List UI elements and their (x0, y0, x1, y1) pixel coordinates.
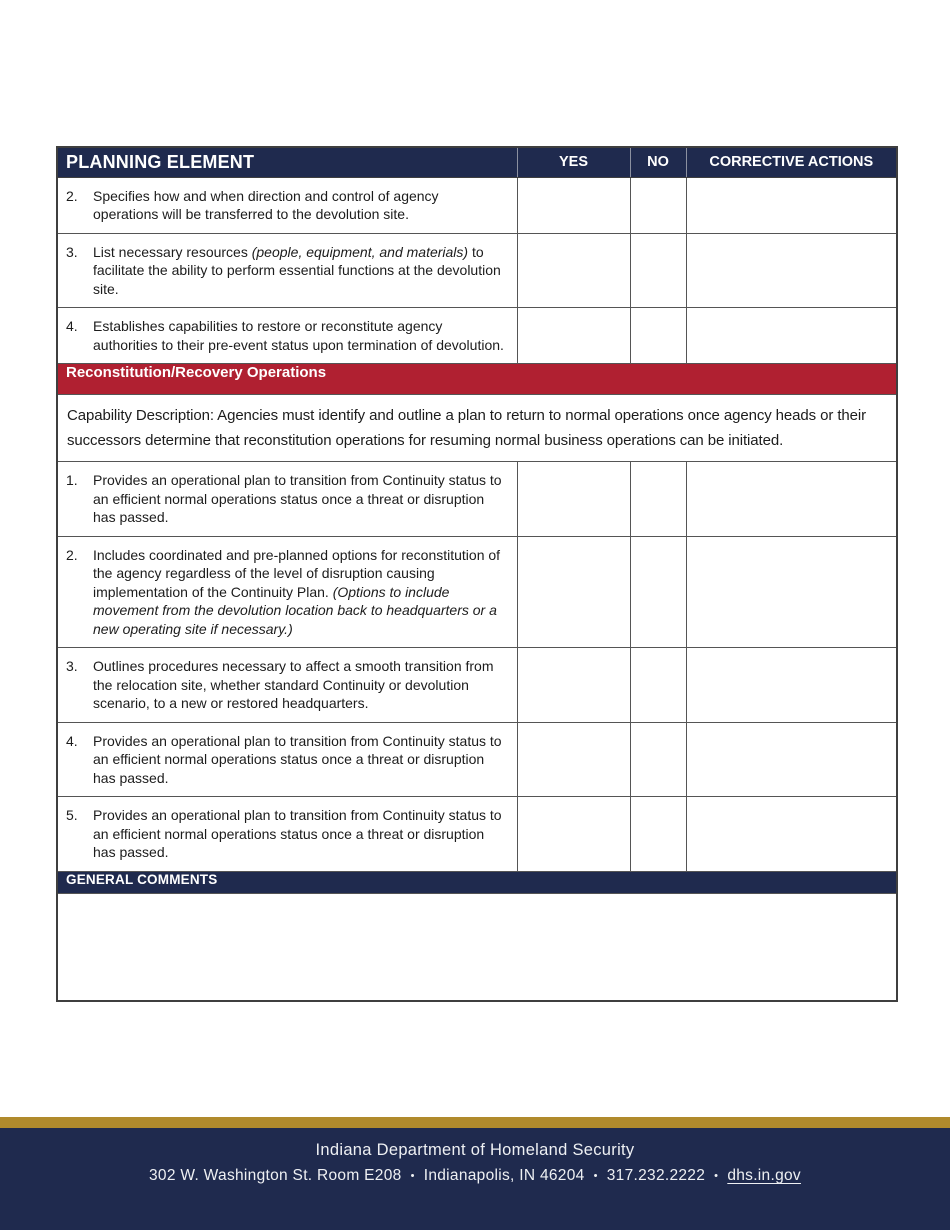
footer-contact-line: 302 W. Washington St. Room E208 • Indianap… (0, 1167, 950, 1185)
item-text-segment: to facilitate the ability to perform ess… (93, 243, 501, 297)
item-number: 3. (66, 658, 78, 674)
item-text-segment: Establishes capabilities to restore or r… (93, 318, 504, 353)
no-cell (629, 307, 687, 364)
corrective-actions-cell (685, 461, 898, 537)
yes-cell (516, 232, 631, 308)
corrective-actions-cell (685, 176, 898, 234)
item-number: 4. (66, 732, 78, 749)
checklist-item-row: 4. Establishes capabilities to restore or… (56, 307, 898, 364)
yes-cell (516, 647, 631, 723)
page-footer: Indiana Department of Homeland Security … (0, 1117, 950, 1230)
comments-header-row: GENERAL COMMENTS (56, 870, 898, 894)
item-number: 1. (66, 472, 78, 488)
item-text: Includes coordinated and pre-planned opt… (93, 546, 509, 639)
item-text: List necessary resources (people, equipm… (93, 243, 509, 299)
planning-element-cell: 1. Provides an operational plan to transi… (56, 461, 518, 537)
yes-cell (516, 307, 631, 364)
checklist-item-row: 2. Specifies how and when direction and c… (56, 176, 898, 234)
general-comments-header: GENERAL COMMENTS (56, 870, 898, 894)
header-yes: YES (516, 146, 631, 178)
section-header-row: Reconstitution/Recovery Operations (56, 363, 898, 395)
no-cell (629, 647, 687, 723)
table-header-row: PLANNING ELEMENT YES NO CORRECTIVE ACTIO… (56, 146, 898, 178)
footer-separator: • (593, 1170, 598, 1182)
no-cell (629, 796, 687, 872)
item-text-segment: List necessary resources (93, 243, 252, 260)
item-text-segment: (people, equipment, and materials) (251, 243, 469, 260)
item-text: Outlines procedures necessary to affect … (93, 657, 509, 713)
corrective-actions-cell (685, 647, 898, 723)
yes-cell (516, 535, 631, 648)
item-text: Provides an operational plan to transiti… (93, 471, 509, 527)
section-header-reconstitution: Reconstitution/Recovery Operations (56, 363, 898, 395)
footer-org-name: Indiana Department of Homeland Security (315, 1141, 635, 1159)
no-cell (629, 176, 687, 234)
item-text-segment: (Options to include movement from the de… (93, 583, 497, 637)
corrective-actions-cell (685, 796, 898, 872)
header-planning-element: PLANNING ELEMENT (56, 146, 518, 178)
planning-element-cell: 4. Provides an operational plan to transi… (56, 721, 518, 797)
item-number: 2. (66, 546, 78, 563)
checklist-item-row: 5. Provides an operational plan to transi… (56, 796, 898, 872)
footer-separator: • (410, 1170, 415, 1182)
footer-banner: Indiana Department of Homeland Security … (0, 1128, 950, 1230)
dhs-website-link[interactable]: dhs.in.gov (727, 1167, 801, 1184)
table-body: 2. Specifies how and when direction and c… (56, 176, 898, 1002)
corrective-actions-cell (685, 721, 898, 797)
checklist-item-row: 3. Outlines procedures necessary to affec… (56, 647, 898, 723)
planning-element-cell: 3. Outlines procedures necessary to affec… (56, 647, 518, 723)
checklist-item-row: 4. Provides an operational plan to transi… (56, 721, 898, 797)
capability-description: Capability Description: Agencies must id… (56, 394, 898, 462)
header-no: NO (629, 146, 687, 178)
item-text: Provides an operational plan to transiti… (93, 806, 509, 862)
planning-element-cell: 3. List necessary resources (people, equi… (56, 232, 518, 308)
checklist-item-row: 3. List necessary resources (people, equi… (56, 232, 898, 308)
corrective-actions-cell (685, 535, 898, 648)
item-number: 2. (66, 187, 78, 204)
checklist-item-row: 1. Provides an operational plan to transi… (56, 461, 898, 537)
item-text-segment: Provides an operational plan to transiti… (93, 807, 502, 860)
checklist-item-row: 2. Includes coordinated and pre-planned o… (56, 535, 898, 648)
general-comments-area (56, 892, 898, 1002)
item-number: 4. (66, 318, 78, 334)
item-text-segment: Includes coordinated and pre-planned opt… (93, 546, 501, 600)
corrective-actions-cell (685, 232, 898, 308)
yes-cell (516, 176, 631, 234)
item-number: 5. (66, 807, 78, 823)
planning-element-cell: 4. Establishes capabilities to restore or… (56, 307, 518, 364)
planning-element-cell: 2. Includes coordinated and pre-planned o… (56, 535, 518, 648)
planning-element-cell: 2. Specifies how and when direction and c… (56, 176, 518, 234)
item-text: Establishes capabilities to restore or r… (93, 317, 509, 354)
item-text-segment: Outlines procedures necessary to affect … (93, 658, 494, 711)
item-number: 3. (66, 243, 78, 260)
item-text: Specifies how and when direction and con… (93, 187, 509, 224)
yes-cell (516, 796, 631, 872)
footer-gold-stripe (0, 1117, 950, 1128)
no-cell (629, 232, 687, 308)
footer-address: 302 W. Washington St. Room E208 (149, 1167, 402, 1184)
no-cell (629, 461, 687, 537)
footer-separator: • (714, 1170, 719, 1182)
planning-checklist-table: PLANNING ELEMENT YES NO CORRECTIVE ACTIO… (56, 146, 898, 1002)
item-text-segment: Specifies how and when direction and con… (93, 187, 439, 223)
item-text: Provides an operational plan to transiti… (93, 732, 509, 788)
footer-phone: 317.232.2222 (606, 1167, 706, 1184)
no-cell (629, 721, 687, 797)
no-cell (629, 535, 687, 648)
comments-area-row (56, 892, 898, 1002)
yes-cell (516, 461, 631, 537)
item-text-segment: Provides an operational plan to transiti… (93, 732, 502, 786)
yes-cell (516, 721, 631, 797)
header-corrective-actions: CORRECTIVE ACTIONS (685, 146, 898, 178)
capability-description-row: Capability Description: Agencies must id… (56, 394, 898, 462)
corrective-actions-cell (685, 307, 898, 364)
planning-element-cell: 5. Provides an operational plan to transi… (56, 796, 518, 872)
footer-city: Indianapolis, IN 46204 (423, 1167, 585, 1184)
item-text-segment: Provides an operational plan to transiti… (93, 472, 502, 525)
